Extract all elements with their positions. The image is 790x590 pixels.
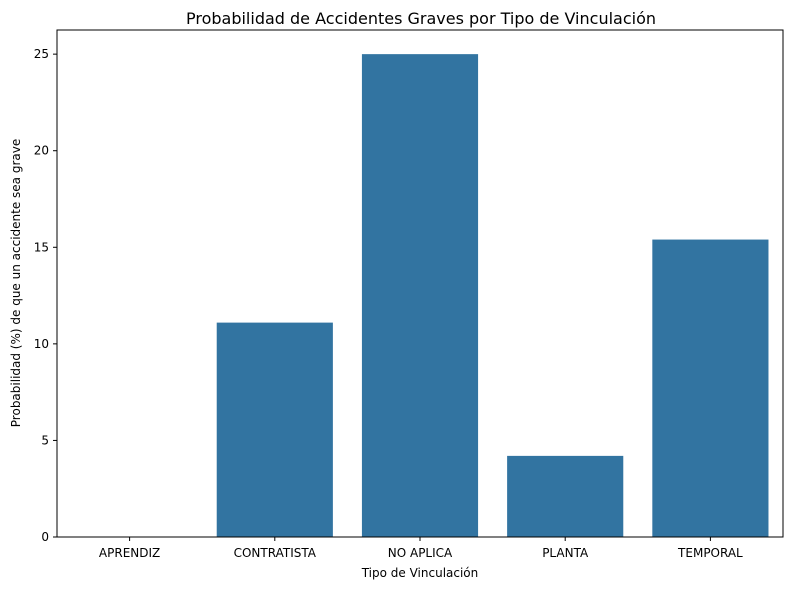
chart-title: Probabilidad de Accidentes Graves por Ti…	[186, 9, 656, 28]
y-axis-label: Probabilidad (%) de que un accidente sea…	[9, 139, 23, 427]
x-tick-label: TEMPORAL	[677, 546, 743, 560]
y-tick-label: 25	[34, 47, 49, 61]
bar-temporal	[652, 239, 769, 537]
y-axis: 0 5 10 15 20 25	[34, 47, 57, 544]
y-tick-label: 20	[34, 144, 49, 158]
bar-no-aplica	[361, 54, 479, 538]
bars-group	[216, 54, 769, 538]
plot-frame	[56, 29, 784, 538]
x-axis-label: Tipo de Vinculación	[361, 566, 479, 580]
y-tick-label: 10	[34, 337, 49, 351]
bar-contratista	[216, 322, 333, 537]
bar-planta	[507, 455, 624, 537]
x-tick-label: APRENDIZ	[99, 546, 160, 560]
x-tick-label: PLANTA	[542, 546, 589, 560]
x-tick-label: NO APLICA	[388, 546, 453, 560]
y-tick-label: 15	[34, 240, 49, 254]
y-tick-label: 5	[41, 433, 49, 447]
x-tick-label: CONTRATISTA	[234, 546, 317, 560]
x-axis: APRENDIZ CONTRATISTA NO APLICA PLANTA TEMPOR…	[99, 537, 743, 560]
y-tick-label: 0	[41, 530, 49, 544]
